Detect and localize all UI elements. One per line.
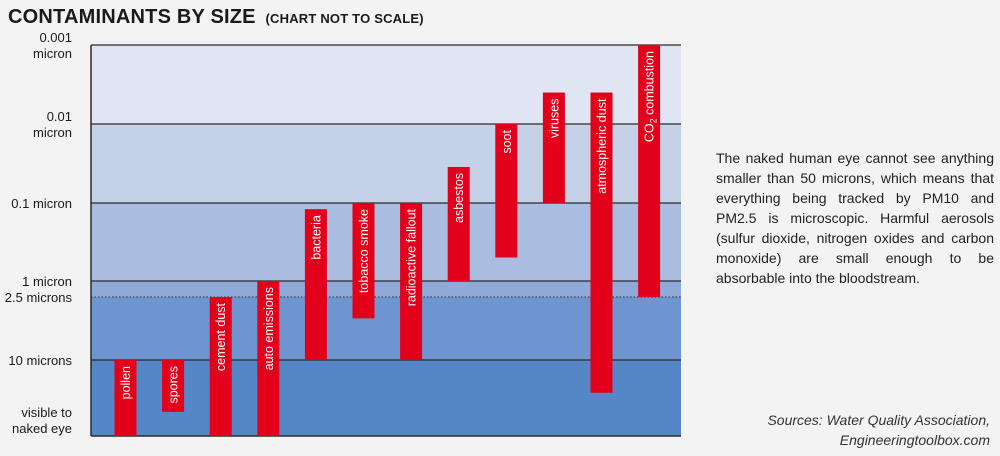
bar-label-atmospheric-dust: atmospheric dust	[595, 98, 609, 194]
y-tick-label-0: 0.001 micron	[33, 30, 72, 61]
bar-co2-combustion	[638, 45, 661, 297]
bar-auto-emissions	[257, 281, 280, 436]
bar-bacteria	[304, 209, 327, 360]
bar-label-soot: soot	[500, 129, 514, 153]
bar-label-asbestos: asbestos	[452, 173, 466, 223]
bar-soot	[495, 124, 518, 258]
bar-label-spores: spores	[167, 366, 181, 404]
bar-label-tobacco-smoke: tobacco smoke	[357, 209, 371, 293]
bar-cement-dust	[209, 297, 232, 436]
bar-pollen	[114, 360, 137, 436]
bar-asbestos	[447, 166, 470, 281]
bar-radioactive-fallout	[400, 203, 423, 360]
annotation-note: The naked human eye cannot see anything …	[716, 150, 994, 286]
chart-subtitle: (CHART NOT TO SCALE)	[265, 11, 424, 26]
bar-label-auto-emissions: auto emissions	[262, 287, 276, 370]
y-tick-label-1: 0.01 micron	[33, 109, 72, 140]
y-tick-label-6: visible to naked eye	[12, 405, 72, 436]
y-tick-label-2: 0.1 micron	[11, 196, 72, 211]
bar-viruses	[542, 92, 565, 203]
y-tick-label-5: 10 microns	[8, 353, 72, 368]
bar-label-co2-combustion: CO2 combustion	[643, 51, 659, 142]
band-0	[91, 45, 681, 124]
band-1	[91, 124, 681, 203]
bar-label-bacteria: bacteria	[309, 215, 323, 260]
chart-title-main: CONTAMINANTS BY SIZE	[8, 6, 256, 28]
chart-title: CONTAMINANTS BY SIZE (CHART NOT TO SCALE…	[8, 6, 424, 29]
sources-credit: Sources: Water Quality Association, Engi…	[767, 412, 990, 448]
bar-label-cement-dust: cement dust	[214, 302, 228, 371]
band-2	[91, 203, 681, 281]
bar-label-pollen: pollen	[119, 366, 133, 399]
bar-label-radioactive-fallout: radioactive fallout	[405, 208, 419, 306]
band-5	[91, 360, 681, 436]
bar-spores	[162, 360, 185, 412]
bar-label-viruses: viruses	[547, 99, 561, 139]
bar-tobacco-smoke	[352, 203, 375, 319]
y-tick-label-3: 1 micron	[22, 274, 72, 289]
band-3	[91, 281, 681, 297]
chart-area: 0.001 micron 0.01 micron 0.1 micron 1 micron2…	[5, 30, 681, 437]
y-tick-label-4: 2.5 microns	[5, 290, 73, 305]
bar-atmospheric-dust	[590, 92, 613, 393]
band-4	[91, 297, 681, 360]
